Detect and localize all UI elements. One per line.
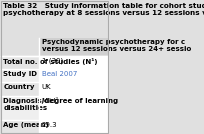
FancyBboxPatch shape: [1, 69, 39, 82]
Text: 29.3: 29.3: [42, 122, 57, 128]
FancyBboxPatch shape: [1, 1, 108, 38]
FancyBboxPatch shape: [1, 1, 108, 133]
FancyBboxPatch shape: [1, 82, 39, 96]
Text: Beal 2007: Beal 2007: [42, 71, 77, 77]
Text: Country: Country: [3, 84, 35, 90]
FancyBboxPatch shape: [39, 38, 108, 56]
Text: Table 32   Study information table for cohort studies include: Table 32 Study information table for coh…: [3, 3, 204, 9]
Text: psychotherapy at 8 sessions versus 12 sessions versus 24+: psychotherapy at 8 sessions versus 12 se…: [3, 10, 204, 16]
FancyBboxPatch shape: [39, 56, 108, 69]
Text: UK: UK: [42, 84, 51, 90]
FancyBboxPatch shape: [39, 96, 108, 120]
Text: 1 (30): 1 (30): [42, 58, 63, 64]
FancyBboxPatch shape: [39, 69, 108, 82]
FancyBboxPatch shape: [1, 96, 39, 120]
Text: Psychodynamic psychotherapy for c: Psychodynamic psychotherapy for c: [42, 39, 185, 45]
Text: Age (mean): Age (mean): [3, 122, 49, 128]
Text: Diagnosis/degree of learning
disabilities: Diagnosis/degree of learning disabilitie…: [3, 98, 118, 111]
FancyBboxPatch shape: [1, 56, 39, 69]
FancyBboxPatch shape: [39, 120, 108, 133]
Text: Total no. of studies (N¹): Total no. of studies (N¹): [3, 58, 98, 65]
Text: Study ID: Study ID: [3, 71, 37, 77]
Text: versus 12 sessions versus 24+ sessio: versus 12 sessions versus 24+ sessio: [42, 46, 191, 52]
Text: Mild²: Mild²: [42, 98, 59, 104]
FancyBboxPatch shape: [39, 82, 108, 96]
FancyBboxPatch shape: [1, 120, 39, 133]
